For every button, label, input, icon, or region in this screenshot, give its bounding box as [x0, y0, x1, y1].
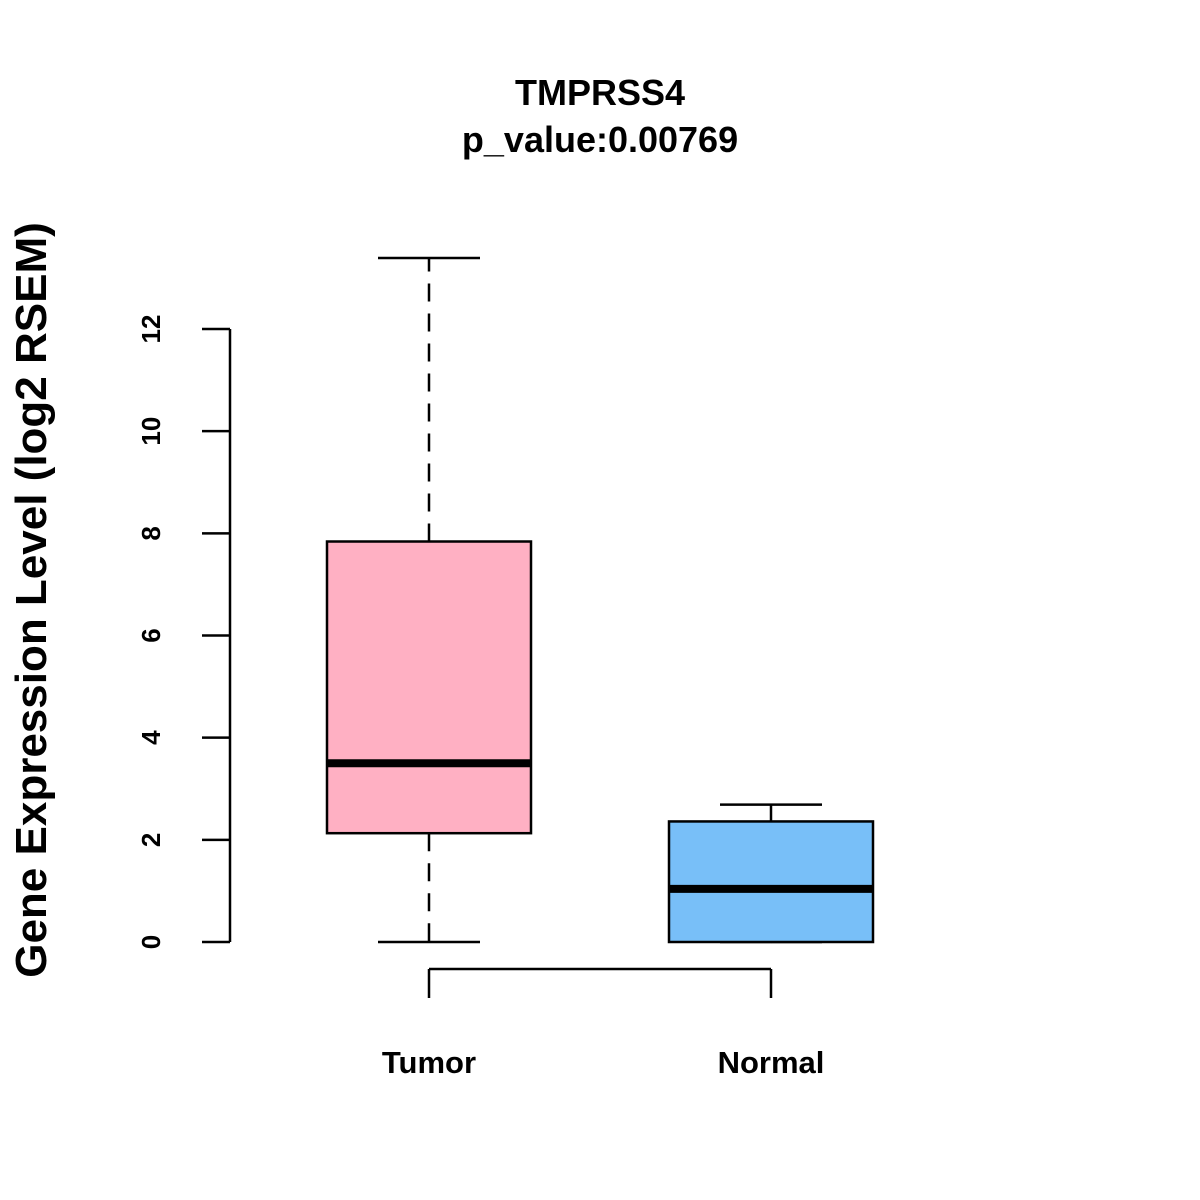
y-axis: 0 2 4 6 8 10 12: [136, 315, 232, 949]
y-tick-label: 12: [136, 315, 166, 344]
y-tick-label: 8: [136, 526, 166, 540]
box-normal: [667, 803, 875, 944]
y-tick-label: 4: [136, 730, 166, 745]
boxes-layer: [325, 256, 875, 944]
chart-subtitle: p_value:0.00769: [462, 119, 738, 160]
chart-title: TMPRSS4: [515, 72, 685, 113]
y-tick-label: 0: [136, 935, 166, 949]
x-tick-label-tumor: Tumor: [382, 1045, 476, 1080]
box-iqr: [667, 820, 875, 944]
box-tumor: [325, 256, 533, 944]
x-tick-label-normal: Normal: [718, 1045, 825, 1080]
y-tick-label: 2: [136, 833, 166, 847]
x-tick-labels: Tumor Normal: [382, 1045, 824, 1080]
y-tick-label: 10: [136, 417, 166, 446]
group-bracket: [427, 967, 773, 998]
box-iqr: [325, 540, 533, 835]
y-tick-label: 6: [136, 628, 166, 642]
y-axis-label: Gene Expression Level (log2 RSEM): [7, 222, 56, 978]
